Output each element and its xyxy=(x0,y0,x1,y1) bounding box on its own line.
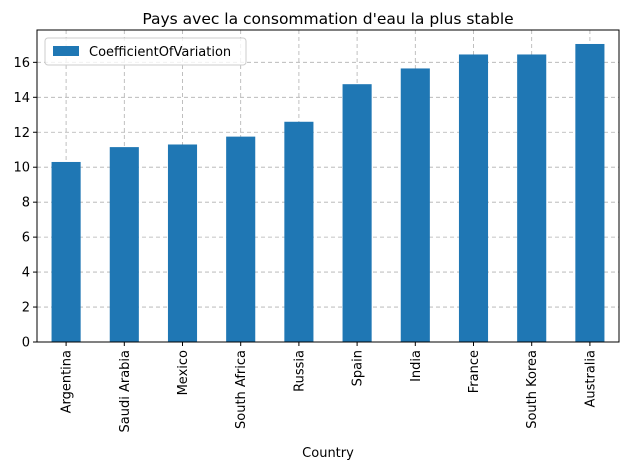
y-axis: 0 2 4 6 8 10 12 14 16 xyxy=(13,56,37,351)
legend-swatch xyxy=(53,46,79,56)
y-tick-label: 14 xyxy=(13,91,30,106)
x-tick-label: India xyxy=(409,350,424,382)
y-tick-label: 0 xyxy=(22,336,30,351)
bar-mexico xyxy=(167,144,198,342)
y-tick-label: 8 xyxy=(22,196,30,211)
chart-title: Pays avec la consommation d'eau la plus … xyxy=(142,10,513,28)
x-tick-label: Mexico xyxy=(176,350,191,395)
x-tick-label: South Africa xyxy=(234,350,249,429)
x-tick-label: Argentina xyxy=(60,350,75,413)
bars xyxy=(51,43,605,343)
y-tick-label: 16 xyxy=(13,56,30,71)
y-tick-label: 4 xyxy=(22,266,30,281)
legend-label: CoefficientOfVariation xyxy=(89,45,231,60)
x-tick-label: Australia xyxy=(583,350,598,408)
bar-australia xyxy=(575,43,605,343)
legend-box xyxy=(44,37,247,66)
y-tick-label: 12 xyxy=(13,126,30,141)
x-tick-label: France xyxy=(467,350,482,393)
y-tick-label: 10 xyxy=(13,161,30,176)
bar-south-korea xyxy=(517,54,547,343)
x-tick-label: South Korea xyxy=(525,350,540,429)
bar-india xyxy=(400,68,430,342)
plot-frame xyxy=(36,29,620,343)
x-axis: Argentina Saudi Arabia Mexico South Africa R… xyxy=(60,342,598,433)
bar-argentina xyxy=(51,161,81,342)
y-tick-label: 2 xyxy=(22,301,30,316)
x-tick-label: Russia xyxy=(292,350,307,392)
bar-south-africa xyxy=(226,136,256,342)
bar-spain xyxy=(342,84,372,342)
bar-saudi-arabia xyxy=(109,147,139,342)
legend: CoefficientOfVariation xyxy=(44,37,247,66)
x-tick-label: Spain xyxy=(351,350,366,386)
bar-russia xyxy=(284,121,314,342)
x-tick-label: Saudi Arabia xyxy=(118,350,133,433)
x-axis-label: Country xyxy=(302,446,354,461)
bar-france xyxy=(458,54,489,343)
y-tick-label: 6 xyxy=(22,231,30,246)
